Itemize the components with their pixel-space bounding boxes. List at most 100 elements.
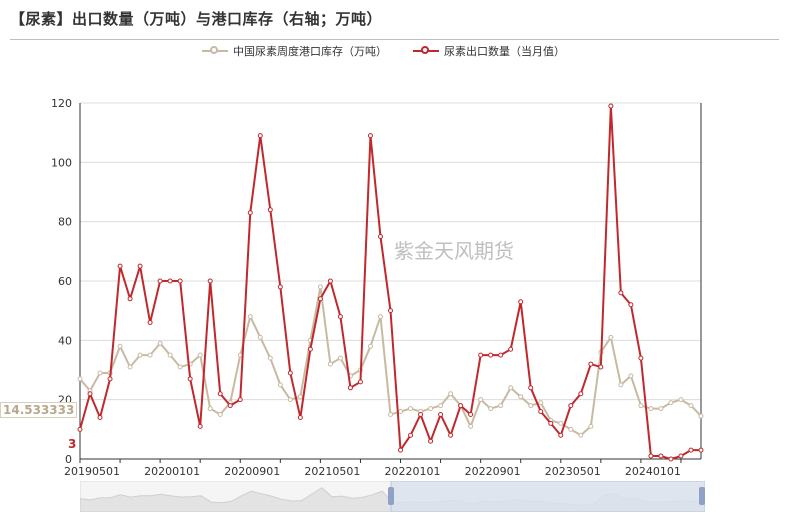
- data-point-exports[interactable]: [367, 133, 373, 139]
- data-point-exports[interactable]: [137, 263, 143, 269]
- data-point-inventory[interactable]: [508, 385, 514, 391]
- data-point-inventory[interactable]: [678, 397, 684, 403]
- data-point-inventory[interactable]: [478, 397, 484, 403]
- datazoom-right-handle[interactable]: [699, 487, 705, 505]
- data-point-exports[interactable]: [227, 403, 233, 409]
- data-point-exports[interactable]: [548, 420, 554, 426]
- data-point-inventory[interactable]: [668, 400, 674, 406]
- data-point-exports[interactable]: [528, 385, 534, 391]
- data-point-exports[interactable]: [337, 314, 343, 320]
- data-point-inventory[interactable]: [488, 406, 494, 412]
- data-point-exports[interactable]: [598, 364, 604, 370]
- data-point-inventory[interactable]: [247, 314, 253, 320]
- data-point-exports[interactable]: [618, 290, 624, 296]
- data-point-inventory[interactable]: [147, 352, 153, 358]
- data-point-exports[interactable]: [458, 403, 464, 409]
- datazoom-slider[interactable]: [80, 481, 705, 512]
- data-point-exports[interactable]: [498, 352, 504, 358]
- data-point-inventory[interactable]: [558, 420, 564, 426]
- data-point-inventory[interactable]: [448, 391, 454, 397]
- legend-item-exports[interactable]: 尿素出口数量（当月值）: [413, 42, 565, 60]
- data-point-exports[interactable]: [478, 352, 484, 358]
- data-point-inventory[interactable]: [518, 394, 524, 400]
- data-point-exports[interactable]: [448, 432, 454, 438]
- data-point-inventory[interactable]: [578, 432, 584, 438]
- data-point-exports[interactable]: [648, 453, 654, 459]
- data-point-exports[interactable]: [558, 432, 564, 438]
- datazoom-selected-range[interactable]: [390, 481, 705, 512]
- data-point-exports[interactable]: [658, 453, 664, 459]
- data-point-exports[interactable]: [187, 376, 193, 382]
- data-point-inventory[interactable]: [167, 352, 173, 358]
- data-point-exports[interactable]: [267, 207, 273, 213]
- data-point-inventory[interactable]: [618, 382, 624, 388]
- data-point-exports[interactable]: [157, 278, 163, 284]
- data-point-inventory[interactable]: [468, 423, 474, 429]
- data-point-exports[interactable]: [237, 397, 243, 403]
- data-point-inventory[interactable]: [317, 284, 323, 290]
- data-point-exports[interactable]: [117, 263, 123, 269]
- data-point-exports[interactable]: [177, 278, 183, 284]
- data-point-inventory[interactable]: [297, 394, 303, 400]
- data-point-inventory[interactable]: [428, 406, 434, 412]
- data-point-inventory[interactable]: [257, 334, 263, 340]
- data-point-exports[interactable]: [327, 278, 333, 284]
- data-point-inventory[interactable]: [698, 413, 704, 419]
- data-point-exports[interactable]: [578, 391, 584, 397]
- data-point-exports[interactable]: [428, 438, 434, 444]
- data-point-exports[interactable]: [127, 296, 133, 302]
- data-point-inventory[interactable]: [137, 352, 143, 358]
- data-point-exports[interactable]: [568, 403, 574, 409]
- data-point-inventory[interactable]: [117, 343, 123, 349]
- data-point-inventory[interactable]: [648, 406, 654, 412]
- data-point-inventory[interactable]: [197, 352, 203, 358]
- data-point-exports[interactable]: [668, 456, 674, 462]
- data-point-inventory[interactable]: [127, 364, 133, 370]
- data-point-exports[interactable]: [688, 447, 694, 453]
- data-point-inventory[interactable]: [398, 409, 404, 415]
- data-point-inventory[interactable]: [367, 343, 373, 349]
- data-point-exports[interactable]: [77, 426, 83, 432]
- data-point-exports[interactable]: [207, 278, 213, 284]
- data-point-inventory[interactable]: [408, 406, 414, 412]
- data-point-inventory[interactable]: [157, 340, 163, 346]
- data-point-inventory[interactable]: [568, 426, 574, 432]
- data-point-exports[interactable]: [347, 385, 353, 391]
- data-point-exports[interactable]: [307, 346, 313, 352]
- data-point-exports[interactable]: [217, 391, 223, 397]
- data-point-inventory[interactable]: [588, 423, 594, 429]
- data-point-inventory[interactable]: [287, 397, 293, 403]
- data-point-exports[interactable]: [357, 379, 363, 385]
- data-point-exports[interactable]: [508, 346, 514, 352]
- data-point-inventory[interactable]: [97, 370, 103, 376]
- data-point-inventory[interactable]: [177, 364, 183, 370]
- data-point-exports[interactable]: [377, 234, 383, 239]
- data-point-exports[interactable]: [87, 391, 93, 397]
- data-point-exports[interactable]: [588, 361, 594, 367]
- data-point-exports[interactable]: [257, 133, 263, 139]
- data-point-exports[interactable]: [147, 320, 153, 326]
- data-point-exports[interactable]: [97, 414, 103, 420]
- data-point-exports[interactable]: [388, 308, 393, 314]
- data-point-inventory[interactable]: [528, 403, 534, 409]
- data-point-inventory[interactable]: [337, 355, 343, 361]
- data-point-exports[interactable]: [488, 352, 494, 358]
- data-point-inventory[interactable]: [438, 403, 444, 409]
- data-point-inventory[interactable]: [658, 406, 664, 412]
- data-point-inventory[interactable]: [77, 376, 83, 382]
- legend-item-inventory[interactable]: 中国尿素周度港口库存（万吨）: [202, 42, 387, 60]
- data-point-exports[interactable]: [628, 302, 634, 308]
- data-point-inventory[interactable]: [498, 403, 504, 409]
- data-point-exports[interactable]: [438, 412, 444, 417]
- data-point-inventory[interactable]: [628, 373, 634, 379]
- data-point-exports[interactable]: [468, 412, 474, 417]
- data-point-inventory[interactable]: [638, 403, 644, 409]
- data-point-exports[interactable]: [167, 278, 173, 284]
- data-point-exports[interactable]: [107, 376, 113, 382]
- data-point-exports[interactable]: [678, 453, 684, 459]
- data-point-exports[interactable]: [698, 447, 704, 453]
- data-point-exports[interactable]: [608, 103, 614, 109]
- data-point-exports[interactable]: [247, 210, 253, 216]
- data-point-exports[interactable]: [638, 355, 644, 361]
- data-point-inventory[interactable]: [377, 314, 383, 320]
